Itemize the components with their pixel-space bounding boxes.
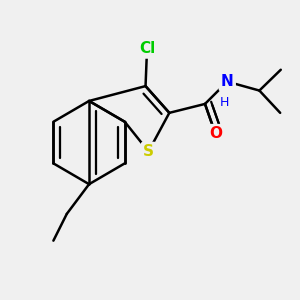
- Text: H: H: [220, 96, 229, 109]
- Text: S: S: [143, 144, 154, 159]
- Text: O: O: [209, 126, 222, 141]
- Text: N: N: [221, 74, 234, 89]
- Text: Cl: Cl: [139, 41, 155, 56]
